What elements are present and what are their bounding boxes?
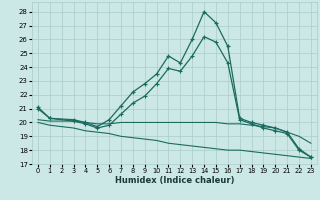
X-axis label: Humidex (Indice chaleur): Humidex (Indice chaleur): [115, 176, 234, 185]
